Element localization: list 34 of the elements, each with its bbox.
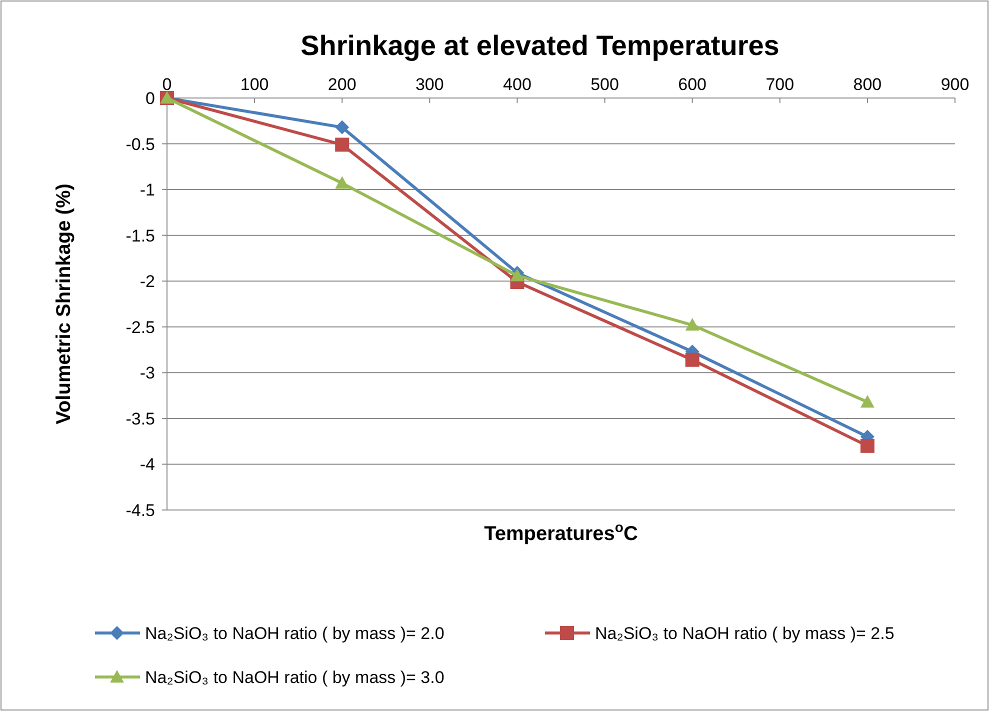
x-tick-label: 800 <box>853 75 882 94</box>
y-tick-label: -1.5 <box>126 226 155 246</box>
point <box>335 176 350 189</box>
legend-label: Na₂SiO₃ to NaOH ratio ( by mass )= 2.0 <box>145 624 444 643</box>
y-tick-label: -0.5 <box>126 134 155 154</box>
y-tick-label: -3 <box>140 364 155 383</box>
legend-label: Na₂SiO₃ to NaOH ratio ( by mass )= 2.5 <box>595 624 894 643</box>
point <box>335 138 350 152</box>
y-tick-label: -4.5 <box>126 501 155 520</box>
point <box>685 318 700 331</box>
x-tick-label: 700 <box>766 75 794 94</box>
x-tick-label: 600 <box>678 75 707 94</box>
y-axis-title: Volumetric Shrinkage (%) <box>53 184 75 424</box>
y-tick-label: -1 <box>140 180 155 200</box>
x-tick-label: 0 <box>162 75 172 94</box>
y-tick-label: -3.5 <box>126 409 155 428</box>
chart-title: Shrinkage at elevated Temperatures <box>300 30 780 61</box>
y-tick-label: 0 <box>146 89 155 108</box>
y-tick-label: -2.5 <box>126 318 155 337</box>
x-tick-label: 300 <box>415 75 444 94</box>
point <box>685 352 700 367</box>
point <box>860 394 874 408</box>
legend-label: Na₂SiO₃ to NaOH ratio ( by mass )= 3.0 <box>145 668 444 687</box>
y-tick-label: -2 <box>140 272 155 292</box>
x-tick-label: 400 <box>503 75 532 94</box>
y-tick-label: -4 <box>140 455 155 474</box>
x-tick-label: 900 <box>940 75 970 94</box>
x-tick-label: 500 <box>590 75 619 94</box>
point <box>510 268 524 282</box>
point <box>860 438 874 453</box>
x-axis-title: Temperatures$^{o}$C <box>484 519 638 545</box>
point <box>335 120 350 134</box>
x-tick-label: 200 <box>328 75 356 94</box>
x-tick-label: 100 <box>240 75 269 94</box>
